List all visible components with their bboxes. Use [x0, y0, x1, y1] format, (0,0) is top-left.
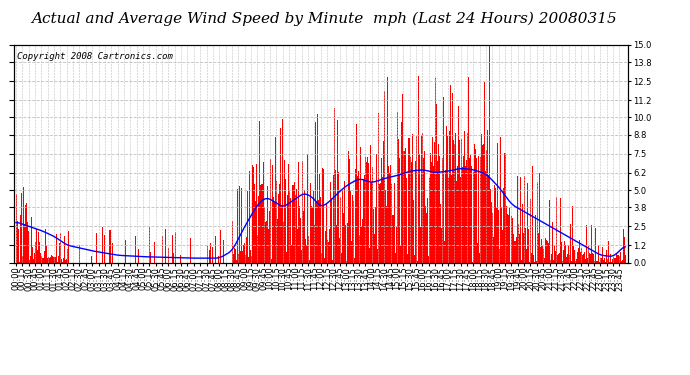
Text: Copyright 2008 Cartronics.com: Copyright 2008 Cartronics.com — [17, 51, 172, 60]
Text: Actual and Average Wind Speed by Minute  mph (Last 24 Hours) 20080315: Actual and Average Wind Speed by Minute … — [32, 11, 617, 26]
